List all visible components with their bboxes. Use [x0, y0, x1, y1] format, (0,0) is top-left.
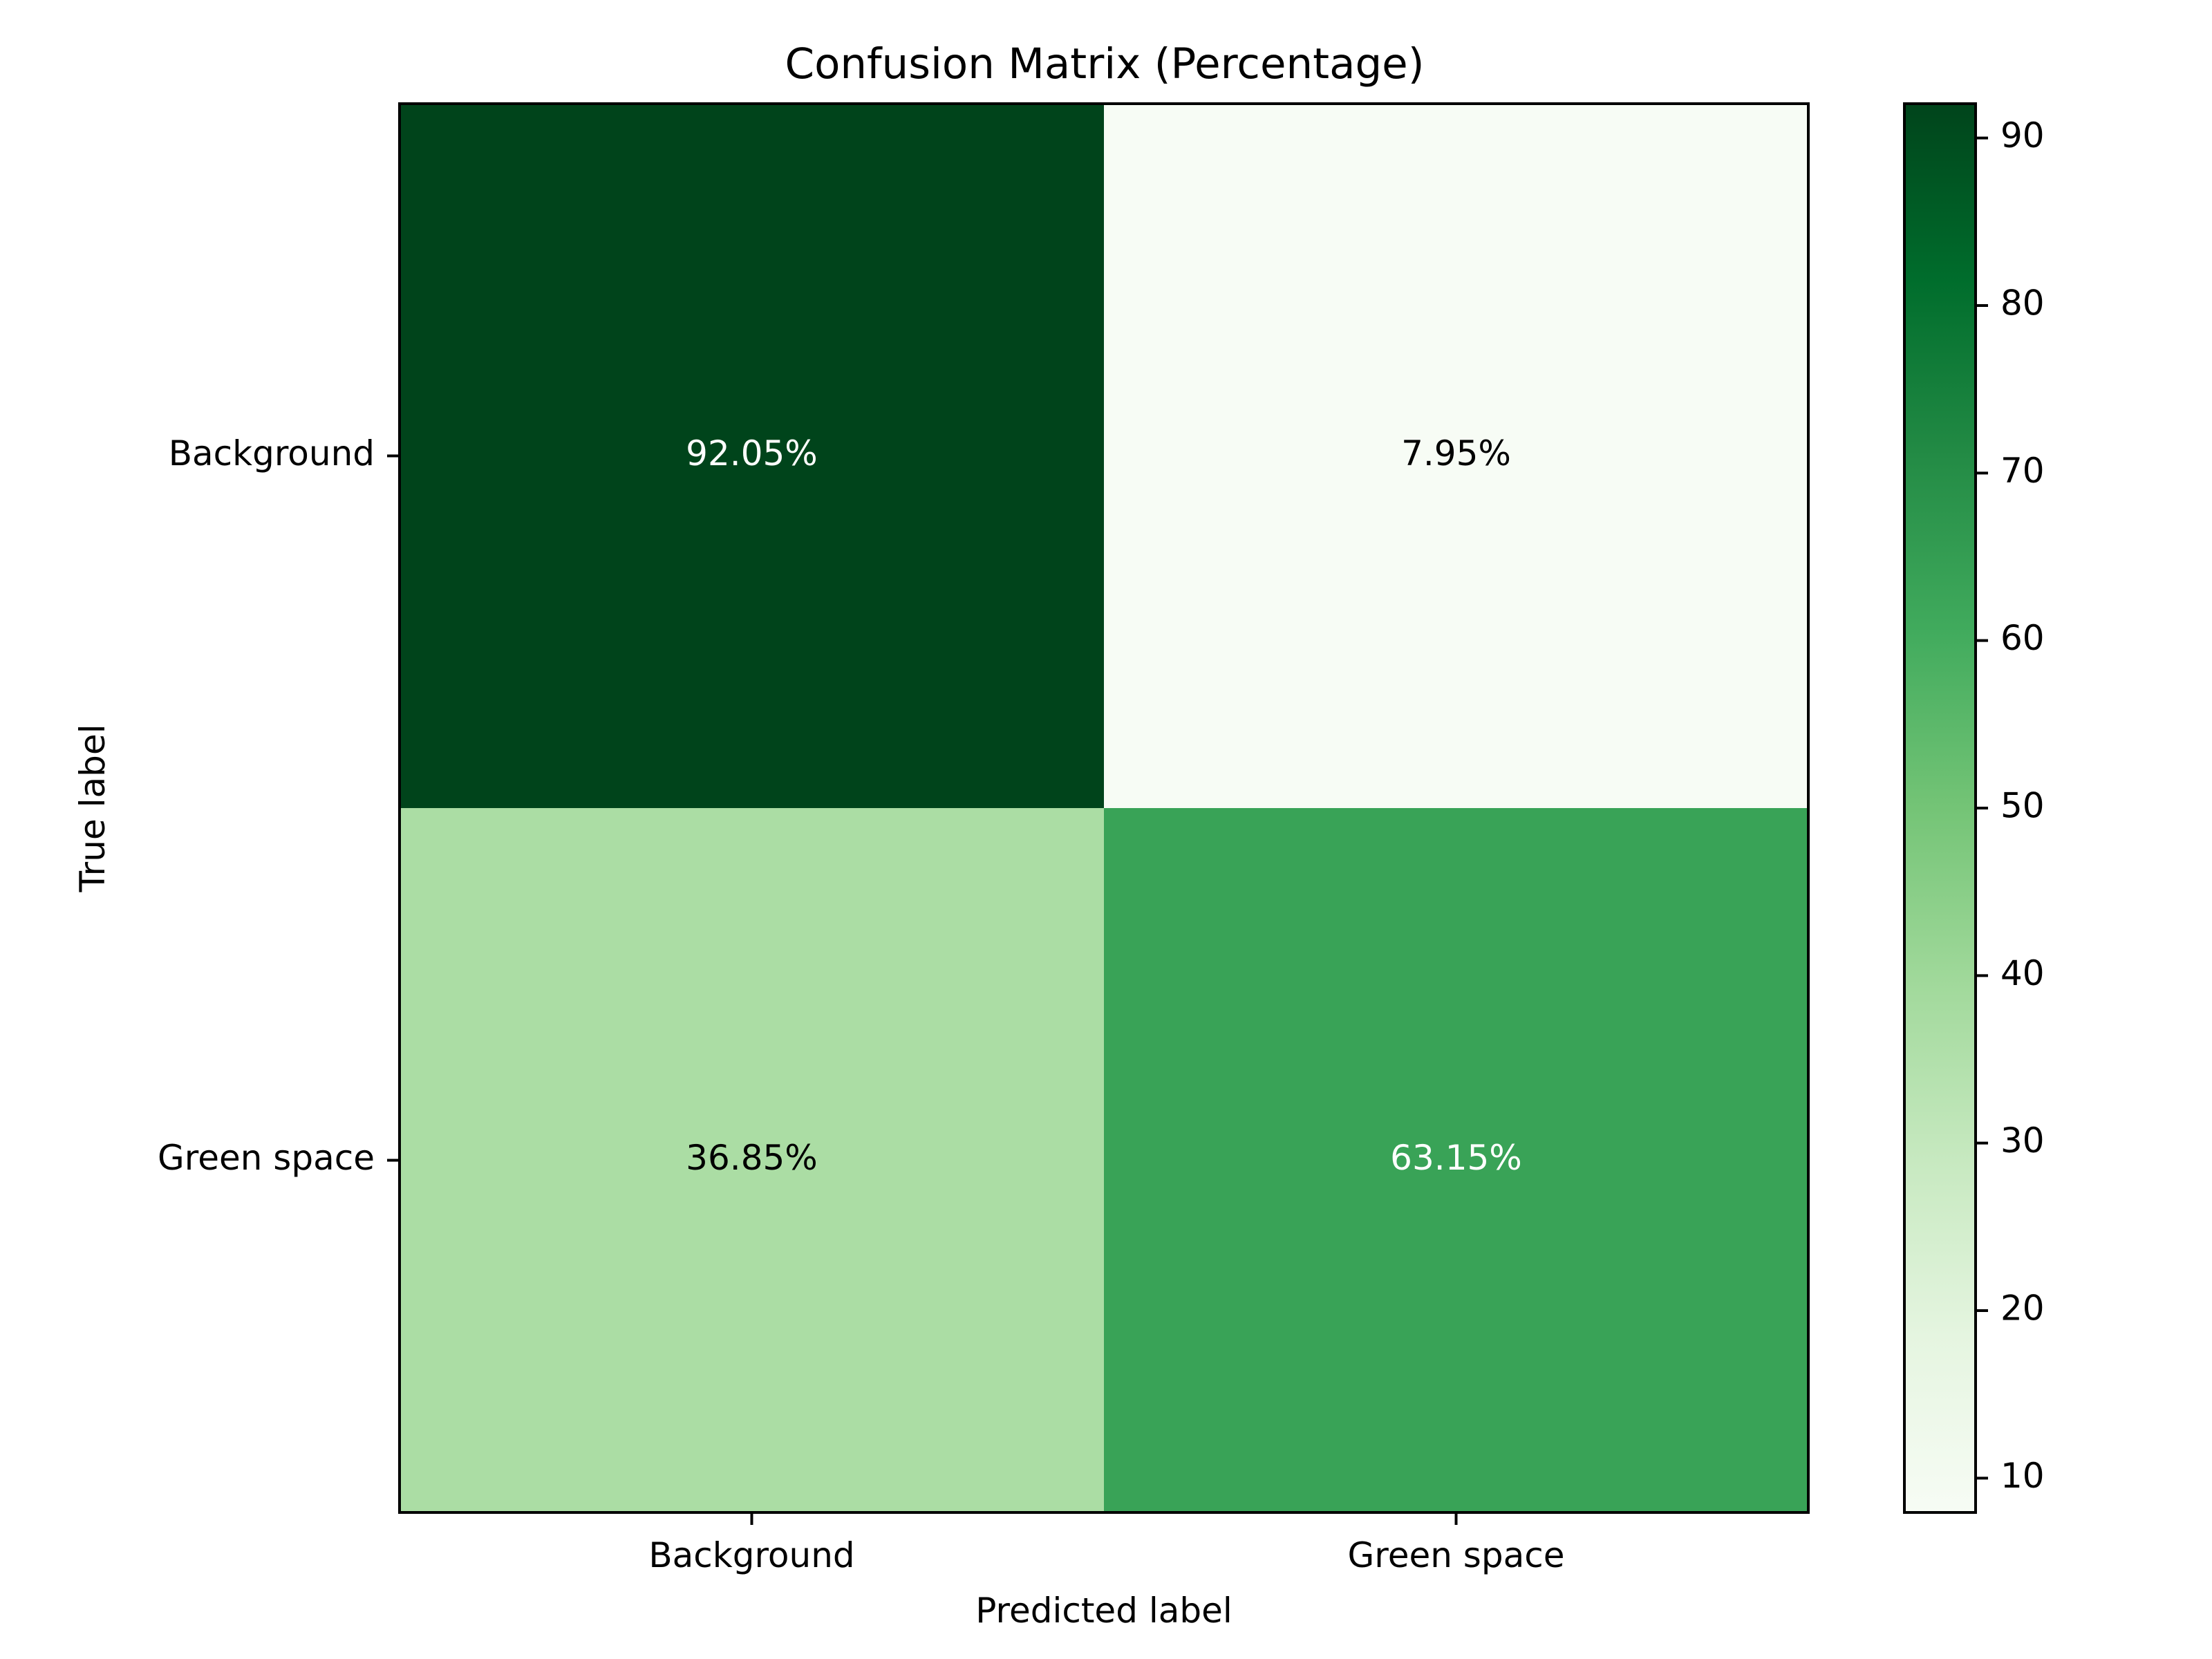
x-axis-title: Predicted label — [975, 1591, 1232, 1631]
cell-value-label: 92.05% — [686, 433, 818, 474]
colorbar-tick-label: 20 — [2000, 1288, 2045, 1328]
y-tick-label: Green space — [158, 1138, 375, 1178]
colorbar-tick-label: 70 — [2000, 451, 2045, 491]
colorbar-tick-label: 30 — [2000, 1121, 2045, 1161]
heatmap-cell — [1104, 808, 1809, 1513]
chart-title: Confusion Matrix (Percentage) — [785, 39, 1424, 88]
cell-value-label: 7.95% — [1401, 433, 1511, 474]
colorbar-tick-label: 60 — [2000, 618, 2045, 658]
colorbar-ticks: 10 20 30 40 50 60 70 80 90 — [1976, 115, 2045, 1496]
y-tick-label: Background — [169, 433, 375, 474]
plot-frame — [398, 102, 1810, 1514]
heatmap-cell — [400, 808, 1105, 1513]
colorbar — [1903, 102, 1977, 1514]
colorbar-tick-label: 40 — [2000, 953, 2045, 993]
heatmap-cells — [400, 104, 1809, 1513]
heatmap-cell-labels: 92.05% 7.95% 36.85% 63.15% — [686, 433, 1522, 1178]
heatmap-cell — [1104, 104, 1809, 809]
colorbar-tick-label: 80 — [2000, 283, 2045, 324]
colorbar-tick-label: 10 — [2000, 1456, 2045, 1496]
heatmap-cell — [400, 104, 1105, 809]
y-axis-ticks: Background Green space — [158, 433, 400, 1178]
colorbar-tick-label: 90 — [2000, 115, 2045, 156]
cell-value-label: 36.85% — [686, 1138, 818, 1178]
x-tick-label: Green space — [1348, 1535, 1565, 1575]
y-axis-title: True label — [73, 724, 113, 892]
cell-value-label: 63.15% — [1390, 1138, 1522, 1178]
x-tick-label: Background — [648, 1535, 854, 1575]
colorbar-tick-label: 50 — [2000, 786, 2045, 826]
x-axis-ticks: Background Green space — [648, 1512, 1565, 1575]
